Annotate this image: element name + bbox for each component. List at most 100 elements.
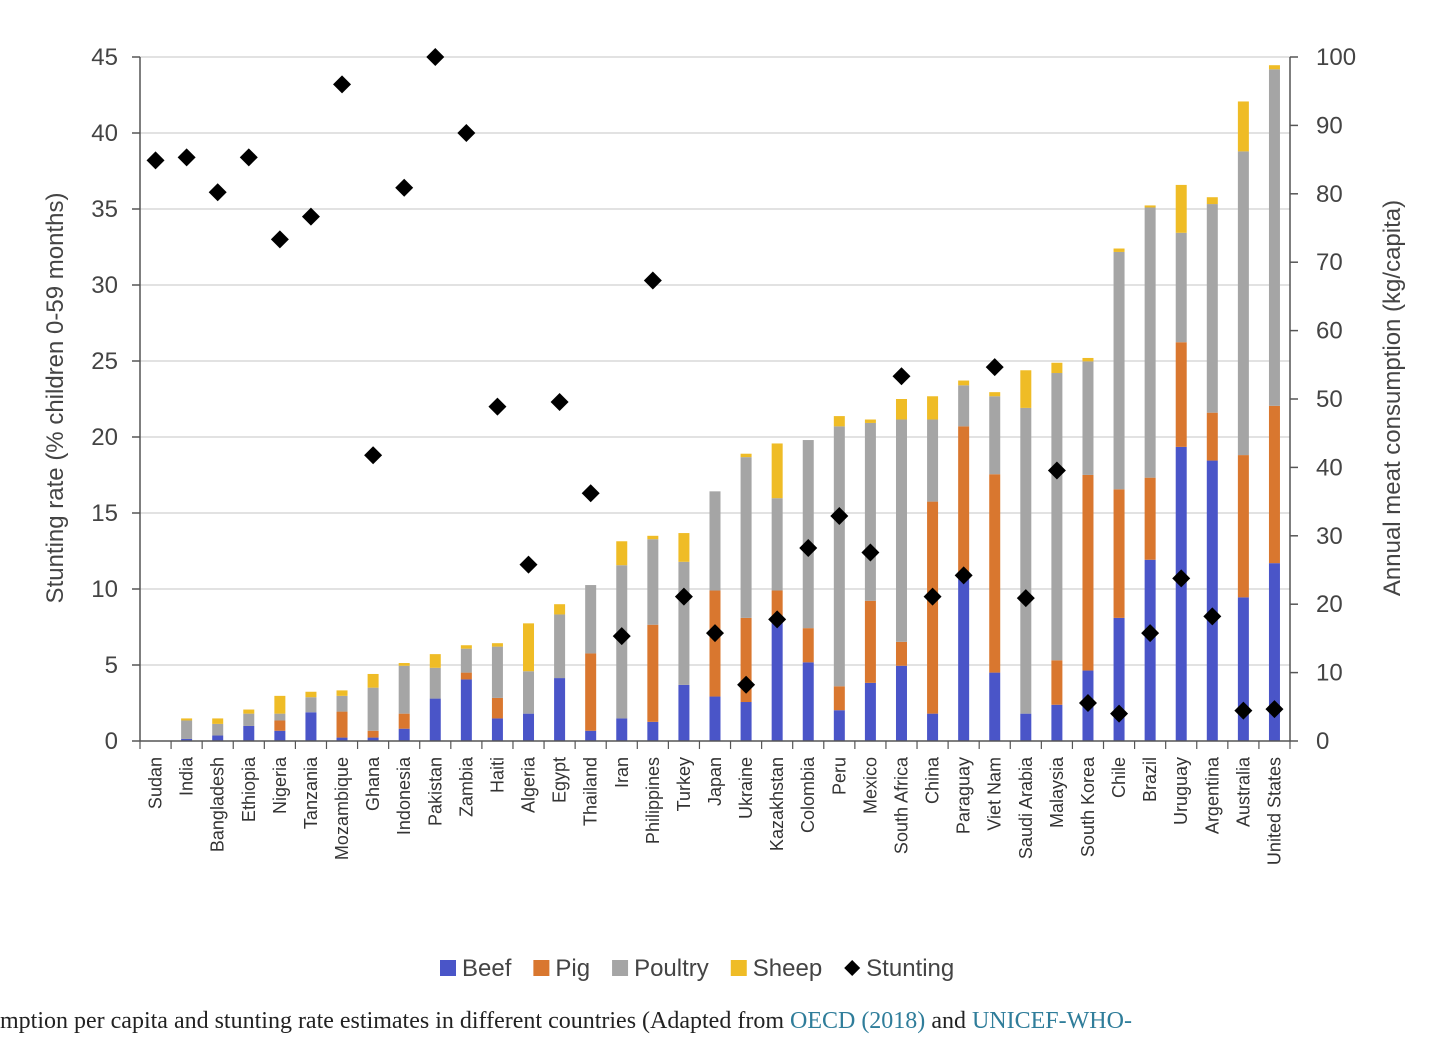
stunting-marker-brazil <box>1141 624 1160 643</box>
bar-sheep-peru <box>833 416 845 427</box>
bar-sheep-viet-nam <box>989 392 1001 397</box>
category-label: Saudi Arabia <box>1016 756 1036 859</box>
stunting-marker-thailand <box>581 484 600 503</box>
bar-sheep-bangladesh <box>212 718 224 724</box>
stunting-marker-ethiopia <box>239 148 258 167</box>
bar-beef-pakistan <box>429 698 441 741</box>
stunting-marker-nigeria <box>270 230 289 249</box>
bar-sheep-algeria <box>523 623 535 672</box>
bar-pig-paraguay <box>958 426 970 577</box>
bar-poultry-malaysia <box>1051 373 1063 661</box>
category-label: Ethiopia <box>239 756 259 822</box>
category-label: Philippines <box>643 757 663 844</box>
bar-sheep-haiti <box>491 643 503 647</box>
caption-citation-oecd[interactable]: OECD (2018) <box>789 1008 926 1034</box>
category-label: Chile <box>1109 757 1129 798</box>
bar-beef-peru <box>833 710 845 741</box>
bar-beef-uruguay <box>1175 446 1187 741</box>
bar-poultry-australia <box>1237 151 1249 456</box>
bar-poultry-china <box>927 419 939 502</box>
gridlines <box>140 56 1290 666</box>
bar-beef-kazakhstan <box>771 621 783 741</box>
bar-beef-malaysia <box>1051 704 1063 741</box>
right-tick-label: 70 <box>1316 249 1343 276</box>
y-axis-title-left: Stunting rate (% children 0-59 months) <box>42 193 69 604</box>
bar-sheep-chile <box>1113 248 1125 252</box>
bar-pig-nigeria <box>274 720 286 731</box>
legend-swatch-pig <box>533 960 550 976</box>
stunting-marker-bangladesh <box>208 183 227 202</box>
bar-sheep-ukraine <box>740 453 752 458</box>
bar-beef-ethiopia <box>243 725 255 741</box>
stunting-marker-united-states <box>1265 700 1284 719</box>
category-label: Kazakhstan <box>767 757 787 851</box>
bar-poultry-ghana <box>367 687 379 731</box>
category-label: India <box>177 756 197 796</box>
bar-beef-iran <box>616 718 628 741</box>
right-tick-label: 100 <box>1316 44 1356 71</box>
bar-sheep-brazil <box>1144 205 1156 208</box>
bar-beef-india <box>181 738 193 741</box>
bar-pig-chile <box>1113 489 1125 618</box>
bar-pig-mexico <box>864 600 876 683</box>
bar-pig-south-africa <box>895 641 907 666</box>
bar-poultry-turkey <box>678 561 690 685</box>
bar-pig-kazakhstan <box>771 590 783 622</box>
bar-sheep-china <box>927 396 939 420</box>
bar-poultry-algeria <box>523 671 535 714</box>
bar-poultry-mexico <box>864 422 876 601</box>
bar-sheep-iran <box>616 541 628 566</box>
bar-sheep-turkey <box>678 533 690 562</box>
category-label: Ghana <box>363 756 383 811</box>
legend-label-pig: Pig <box>555 955 590 982</box>
bar-pig-philippines <box>647 624 659 722</box>
category-label: Colombia <box>798 756 818 833</box>
bar-poultry-japan <box>709 491 721 591</box>
stunting-marker-malaysia <box>1047 461 1066 480</box>
bar-beef-united-states <box>1268 563 1280 741</box>
bar-poultry-argentina <box>1206 204 1218 413</box>
left-tick-label: 45 <box>91 44 118 71</box>
bar-poultry-brazil <box>1144 207 1156 478</box>
bar-poultry-egypt <box>554 614 566 679</box>
bar-beef-australia <box>1237 597 1249 741</box>
bar-poultry-haiti <box>491 646 503 698</box>
category-label: Turkey <box>674 757 694 811</box>
stunting-marker-haiti <box>488 397 507 416</box>
stunting-marker-zambia <box>457 124 476 142</box>
bar-beef-chile <box>1113 617 1125 741</box>
stunting-marker-pakistan <box>426 48 445 66</box>
bar-beef-egypt <box>554 678 566 741</box>
bar-sheep-indonesia <box>398 663 410 666</box>
bar-sheep-nigeria <box>274 695 286 714</box>
bar-sheep-kazakhstan <box>771 443 783 499</box>
stunting-marker-south-korea <box>1078 694 1097 712</box>
caption-citation-unicef[interactable]: UNICEF-WHO- <box>971 1008 1132 1034</box>
bar-beef-algeria <box>523 713 535 741</box>
bar-poultry-viet-nam <box>989 396 1001 475</box>
stunting-marker-colombia <box>799 538 818 557</box>
category-label: Zambia <box>456 756 476 817</box>
stunting-marker-chile <box>1110 704 1129 723</box>
stunting-marker-ghana <box>364 446 383 465</box>
bar-pig-ghana <box>367 730 379 738</box>
legend-swatch-stunting <box>844 960 861 976</box>
bar-poultry-kazakhstan <box>771 498 783 591</box>
bar-sheep-south-africa <box>895 399 907 420</box>
bar-sheep-south-korea <box>1082 357 1094 362</box>
legend-label-poultry: Poultry <box>634 955 709 982</box>
bar-pig-zambia <box>460 672 472 680</box>
bar-poultry-paraguay <box>958 385 970 427</box>
bar-pig-malaysia <box>1051 660 1063 705</box>
bar-beef-brazil <box>1144 559 1156 741</box>
stunting-marker-saudi-arabia <box>1016 589 1035 608</box>
category-label: Tanzania <box>301 756 321 829</box>
category-label: Peru <box>829 757 849 795</box>
legend-swatch-beef <box>440 960 456 976</box>
right-tick-label: 30 <box>1316 523 1343 550</box>
stunting-marker-indonesia <box>395 178 414 197</box>
bar-sheep-mexico <box>864 419 876 423</box>
stacked-bars <box>181 65 1280 741</box>
bar-poultry-india <box>181 720 193 739</box>
bar-sheep-mozambique <box>336 690 348 696</box>
